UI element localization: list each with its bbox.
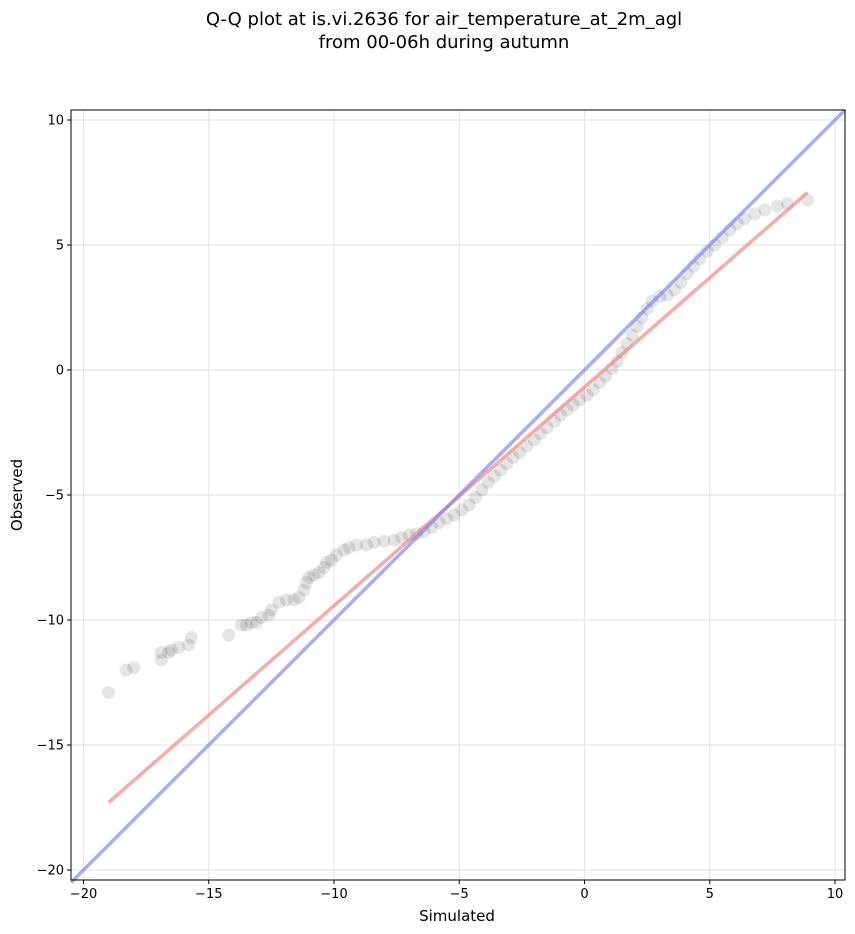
x-axis-label: Simulated — [419, 907, 495, 925]
data-point — [360, 538, 374, 552]
x-tick-label: 10 — [827, 887, 844, 902]
data-point — [182, 638, 196, 652]
data-point — [481, 476, 495, 489]
data-point — [119, 663, 133, 677]
data-point — [387, 533, 401, 547]
x-tick-label: −5 — [450, 887, 469, 902]
data-point — [395, 531, 409, 544]
data-point — [222, 628, 236, 642]
data-point — [154, 653, 168, 667]
data-point — [254, 611, 268, 624]
y-axis-label: Observed — [8, 459, 26, 531]
data-point — [700, 244, 714, 258]
data-point — [172, 641, 186, 654]
data-point — [330, 548, 344, 562]
data-point — [494, 463, 508, 477]
data-point — [154, 646, 168, 659]
data-point — [367, 536, 381, 549]
data-point — [287, 593, 301, 607]
y-tick-label: 5 — [56, 239, 64, 254]
chart-title-line2: from 00-06h during autumn — [318, 32, 570, 53]
data-point — [770, 199, 784, 213]
data-point — [317, 561, 331, 574]
chart-title: Q-Q plot at is.vi.2636 for air_temperatu… — [0, 8, 855, 54]
y-tick-label: −20 — [37, 864, 64, 879]
data-point — [512, 446, 526, 459]
data-point — [469, 491, 483, 504]
data-point — [249, 616, 263, 629]
data-point — [520, 439, 534, 453]
x-tick-label: −10 — [320, 887, 347, 902]
data-point — [307, 568, 321, 582]
data-point — [312, 566, 326, 579]
y-tick-label: 0 — [56, 364, 64, 379]
chart-title-line1: Q-Q plot at is.vi.2636 for air_temperatu… — [205, 9, 683, 30]
reference-lines — [69, 108, 847, 884]
y-tick-label: −5 — [45, 489, 64, 504]
data-point — [487, 469, 501, 483]
data-point — [668, 283, 682, 297]
data-point — [527, 433, 541, 447]
data-point — [342, 541, 356, 554]
data-point — [447, 508, 461, 522]
data-point — [572, 393, 586, 407]
data-point — [377, 534, 391, 548]
data-point — [299, 576, 313, 589]
data-point — [184, 631, 198, 644]
data-point — [440, 512, 454, 526]
x-tick-label: −15 — [195, 887, 222, 902]
data-point — [164, 643, 178, 657]
y-tick-label: −10 — [37, 614, 64, 629]
data-point — [455, 503, 469, 517]
data-point — [748, 207, 762, 221]
data-point — [292, 591, 306, 604]
data-point — [239, 618, 253, 632]
data-point — [272, 596, 286, 609]
data-point — [127, 661, 141, 674]
x-tick-label: 5 — [706, 887, 714, 902]
data-point — [580, 388, 594, 402]
data-point — [279, 593, 293, 607]
y-axis-ticks: −20 −15 −10 −5 0 5 10 — [37, 114, 71, 879]
data-point — [297, 583, 311, 597]
data-point — [500, 457, 514, 471]
y-tick-label: −15 — [37, 739, 64, 754]
data-point — [319, 556, 333, 569]
data-point — [350, 538, 364, 552]
data-point — [625, 328, 639, 342]
x-axis-ticks: −20 −15 −10 −5 0 5 10 — [70, 880, 843, 902]
y-tick-label: 10 — [47, 114, 64, 129]
data-point — [337, 543, 351, 557]
data-point — [325, 553, 339, 567]
data-point — [586, 383, 600, 397]
data-point — [262, 608, 276, 622]
data-point — [234, 618, 248, 632]
data-point — [475, 483, 489, 497]
data-point — [264, 603, 278, 617]
data-point — [162, 646, 176, 659]
data-point — [102, 686, 116, 699]
data-point — [462, 498, 476, 512]
data-point — [593, 376, 607, 389]
reference-line — [69, 108, 847, 884]
data-point — [693, 252, 707, 266]
x-tick-label: −20 — [70, 887, 97, 902]
data-point — [758, 203, 772, 217]
x-tick-label: 0 — [580, 887, 588, 902]
data-point — [244, 616, 258, 629]
data-point — [302, 571, 316, 584]
